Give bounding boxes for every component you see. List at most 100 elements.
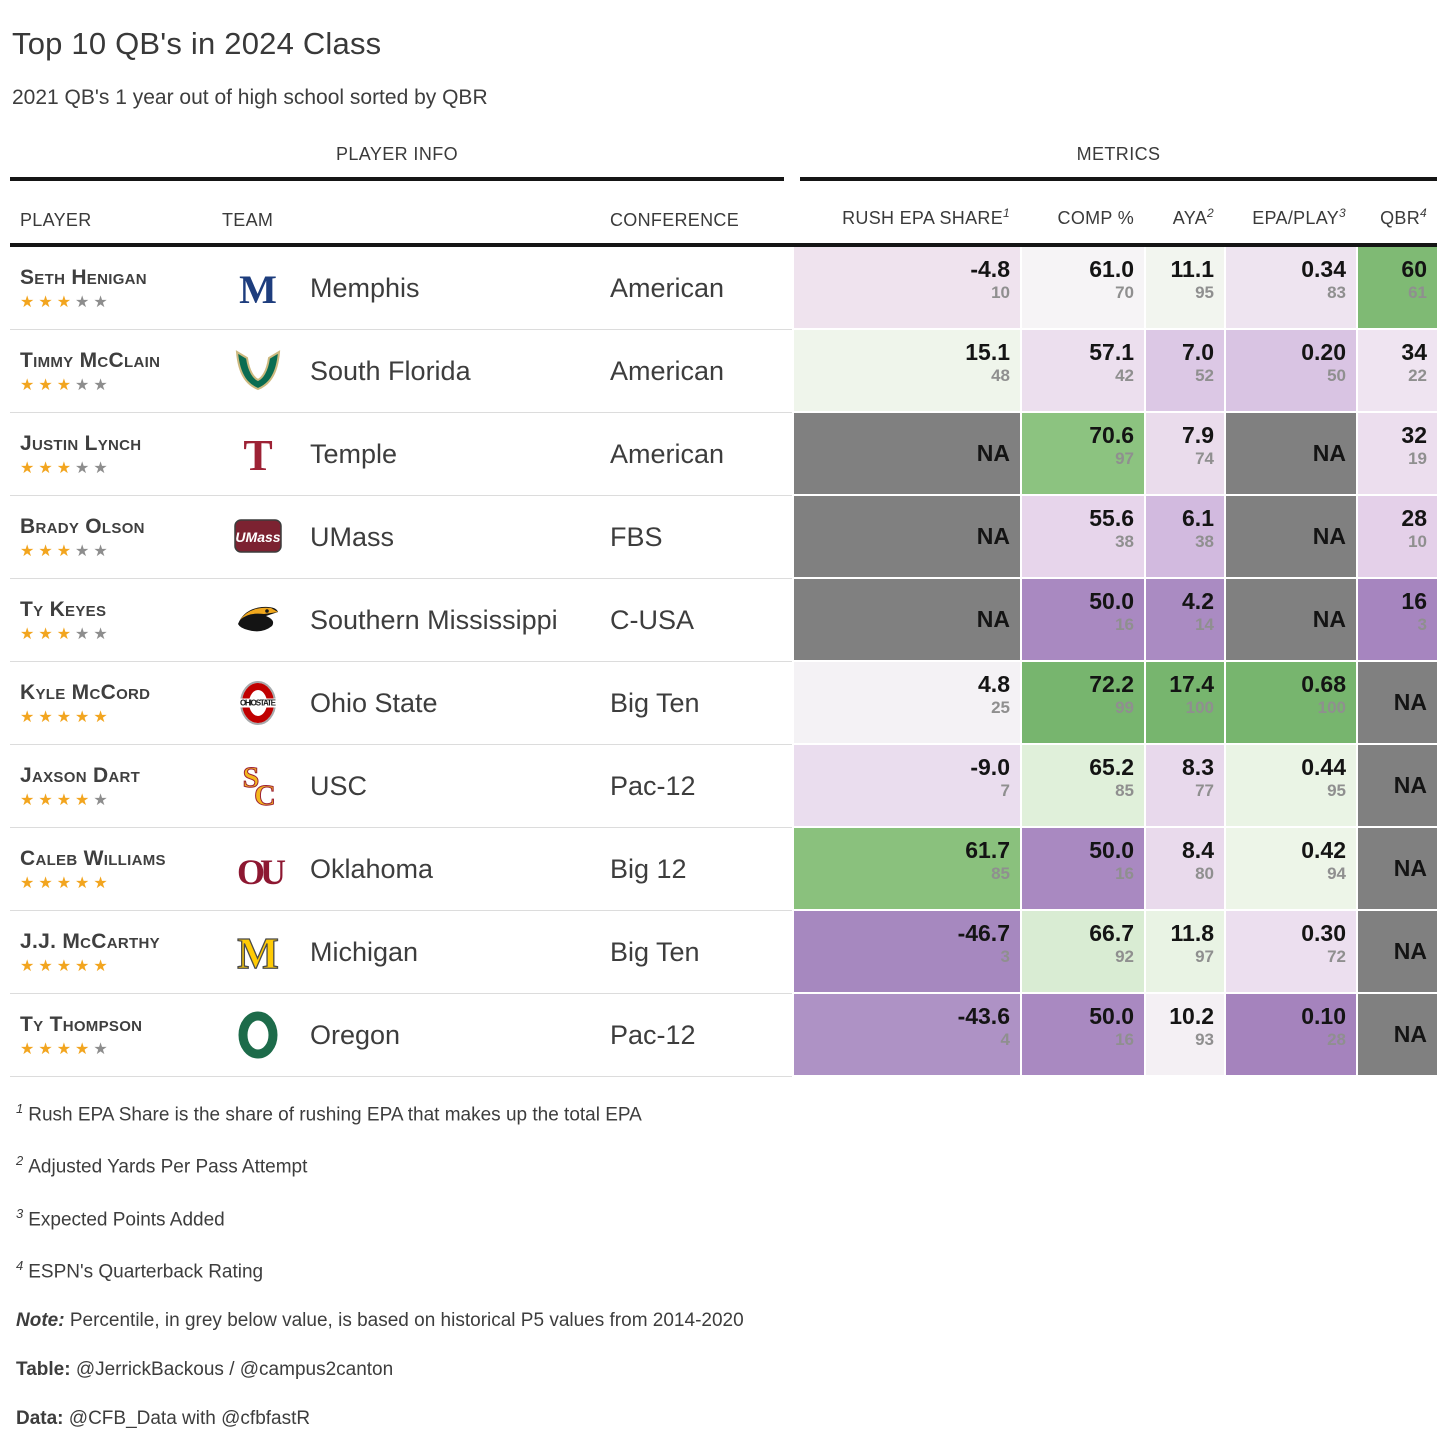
- column-header-aya: AYA2: [1144, 197, 1224, 231]
- footnote: 1 Rush EPA Share is the share of rushing …: [16, 1101, 642, 1126]
- star-icon: ★: [56, 791, 76, 809]
- metric-percentile: 42: [1115, 366, 1134, 386]
- team-logo-south-florida-icon: [235, 350, 280, 391]
- star-icon: ★: [38, 459, 57, 477]
- qb-table: PLAYER INFO METRICS PLAYER TEAM CONFEREN…: [10, 144, 1437, 1077]
- star-icon: ★: [38, 708, 57, 726]
- metric-cell-rush-epa-share: 4.8 25: [792, 662, 1020, 745]
- metric-cell-qbr: 32 19: [1356, 413, 1437, 496]
- metric-value: 32: [1401, 422, 1427, 448]
- star-icon: ★: [75, 376, 94, 394]
- player-cell: Timmy McClain ★★★★★: [10, 330, 215, 413]
- star-rating: ★★★★★: [20, 626, 112, 643]
- metric-cell-qbr: NA: [1356, 994, 1437, 1077]
- team-logo-usc-icon: SC: [242, 761, 276, 813]
- player-name: Timmy McClain: [20, 348, 161, 372]
- metric-cell-comp-pct: 50.0 16: [1020, 579, 1144, 662]
- svg-text:C: C: [254, 779, 276, 812]
- metric-percentile: 4: [1000, 1030, 1010, 1050]
- metric-value: NA: [976, 523, 1010, 550]
- player-cell: Jaxson Dart ★★★★★: [10, 745, 215, 828]
- team-logo-southern-miss-icon: [237, 606, 278, 632]
- metric-value: 70.6: [1089, 422, 1134, 448]
- metric-cell-aya: 7.9 74: [1144, 413, 1224, 496]
- metric-value: 0.20: [1301, 339, 1346, 365]
- star-rating: ★★★★★: [20, 1040, 112, 1058]
- metric-percentile: 72: [1327, 947, 1346, 967]
- metric-percentile: 70: [1115, 283, 1134, 303]
- conference-name: Pac-12: [610, 994, 792, 1077]
- metric-value: 60: [1401, 256, 1427, 282]
- metric-cell-qbr: 60 61: [1356, 247, 1437, 330]
- metric-value: NA: [976, 606, 1010, 633]
- conference-name: American: [610, 247, 792, 330]
- metric-value: 66.7: [1089, 920, 1134, 946]
- table-row: Jaxson Dart ★★★★★ S C USC Pac-12 -9.0 7 65.2 85 8.…: [10, 745, 1437, 828]
- metric-value: 50.0: [1089, 837, 1134, 863]
- team-logo-cell: OU: [215, 828, 300, 911]
- metric-cell-comp-pct: 50.0 16: [1020, 828, 1144, 911]
- metric-cell-comp-pct: 70.6 97: [1020, 413, 1144, 496]
- metric-value: 0.34: [1301, 256, 1346, 282]
- player-name: Ty Thompson: [20, 1012, 143, 1036]
- team-name: Temple: [300, 413, 610, 496]
- metric-cell-comp-pct: 57.1 42: [1020, 330, 1144, 413]
- star-icon: ★: [75, 459, 94, 477]
- star-icon: ★: [75, 1040, 94, 1058]
- metric-percentile: 50: [1327, 366, 1346, 386]
- metric-cell-aya: 17.4 100: [1144, 662, 1224, 745]
- metric-value: 28: [1401, 505, 1427, 531]
- star-rating: ★★★★★: [20, 874, 112, 892]
- player-name: Ty Keyes: [20, 597, 107, 621]
- column-group-row: PLAYER INFO METRICS: [10, 144, 1437, 165]
- star-icon: ★: [38, 376, 57, 394]
- star-icon: ★: [56, 293, 76, 311]
- group-label-player-info: PLAYER INFO: [335, 144, 459, 164]
- team-name: Southern Mississippi: [300, 579, 610, 662]
- player-cell: Ty Thompson ★★★★★: [10, 994, 215, 1077]
- metric-value: 61.7: [965, 837, 1010, 863]
- player-name: Kyle McCord: [20, 680, 151, 704]
- star-icon: ★: [75, 708, 94, 726]
- player-name: Caleb Williams: [20, 846, 166, 870]
- metric-percentile: 100: [1317, 698, 1346, 718]
- metric-cell-aya: 8.3 77: [1144, 745, 1224, 828]
- metric-value: -4.8: [970, 256, 1010, 282]
- metric-percentile: 77: [1195, 781, 1214, 801]
- player-cell: J.J. McCarthy ★★★★★: [10, 911, 215, 994]
- table-row: Kyle McCord ★★★★★ OHIOSTATE Ohio State Big T…: [10, 662, 1437, 745]
- player-cell: Kyle McCord ★★★★★: [10, 662, 215, 745]
- footnote: 4 ESPN's Quarterback Rating: [16, 1257, 264, 1283]
- star-icon: ★: [38, 874, 57, 892]
- team-name: USC: [300, 745, 610, 828]
- team-logo-umass-icon: UMass: [233, 519, 282, 553]
- team-name: Memphis: [300, 247, 610, 330]
- metric-value: -46.7: [957, 920, 1010, 946]
- player-name: Jaxson Dart: [20, 763, 141, 787]
- star-rating: ★★★★★: [20, 957, 112, 975]
- star-icon: ★: [38, 542, 57, 560]
- player-name: J.J. McCarthy: [20, 929, 160, 953]
- metric-percentile: 16: [1115, 1030, 1134, 1050]
- team-logo-ohio-state-icon: OHIOSTATE: [238, 681, 277, 725]
- team-logo-cell: [215, 330, 300, 413]
- metric-cell-qbr: 16 3: [1356, 579, 1437, 662]
- conference-name: Big Ten: [610, 662, 792, 745]
- metric-value: 4.2: [1182, 588, 1214, 614]
- star-rating: ★★★★★: [20, 459, 112, 477]
- metric-percentile: 95: [1195, 283, 1214, 303]
- star-icon: ★: [38, 957, 57, 975]
- metric-percentile: 28: [1327, 1030, 1346, 1050]
- metric-value: 50.0: [1089, 1003, 1134, 1029]
- metric-value: 11.8: [1170, 920, 1215, 946]
- star-icon: ★: [56, 708, 76, 726]
- metric-value: 11.1: [1170, 256, 1215, 282]
- table-row: Ty Thompson ★★★★★ Oregon Pac-12 -43.6 4 50.0 16…: [10, 994, 1437, 1077]
- metric-cell-aya: 4.2 14: [1144, 579, 1224, 662]
- table-row: Justin Lynch ★★★★★ T Temple American NA 70.6 97…: [10, 413, 1437, 496]
- team-name: Oklahoma: [300, 828, 610, 911]
- star-icon: ★: [93, 957, 112, 975]
- column-header-player: PLAYER: [20, 210, 92, 230]
- star-icon: ★: [20, 1040, 39, 1058]
